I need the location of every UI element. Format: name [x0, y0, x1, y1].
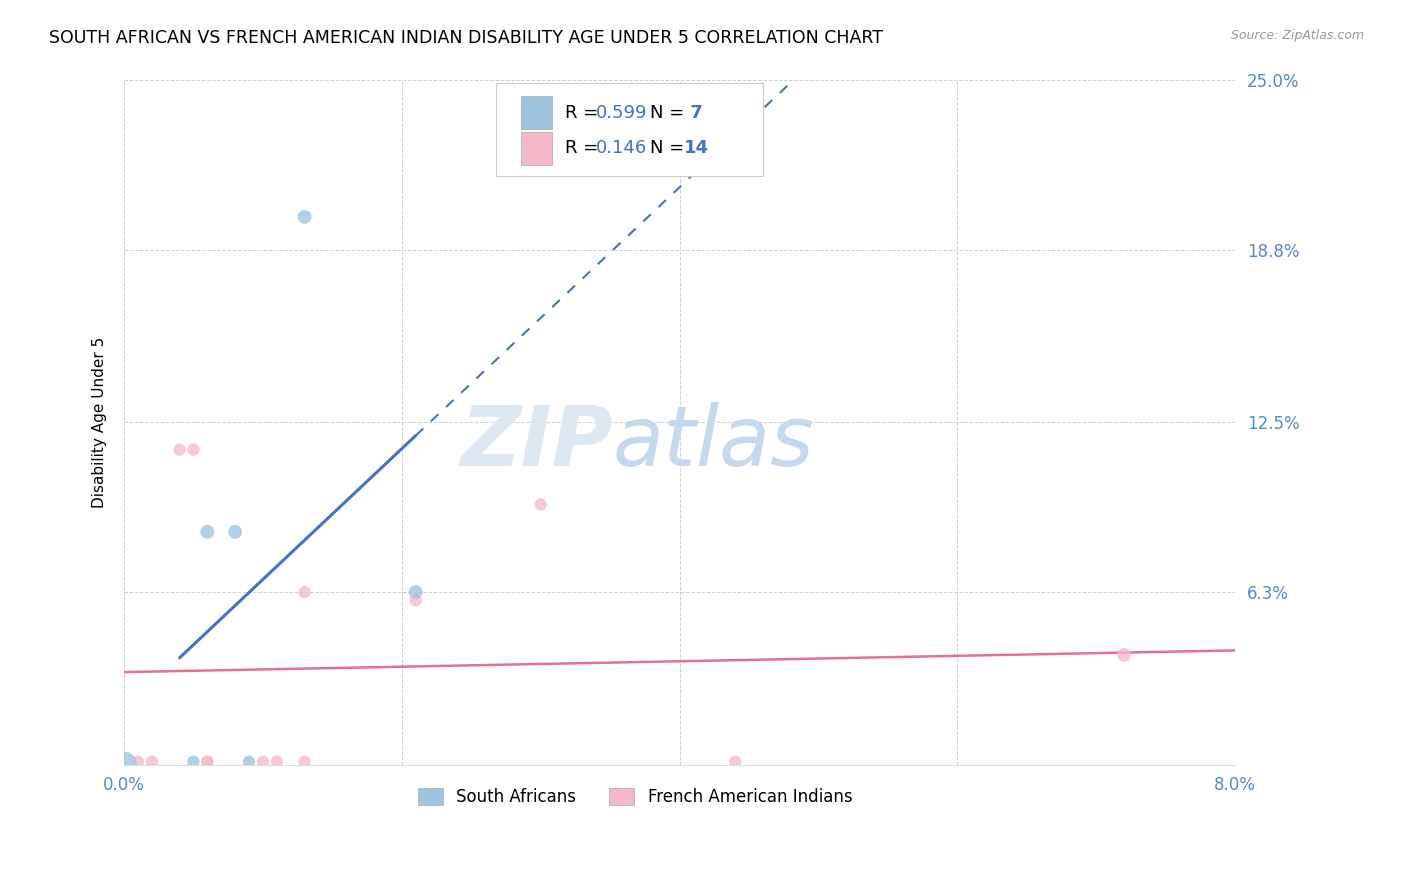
FancyBboxPatch shape	[520, 132, 551, 165]
Text: 0.146: 0.146	[596, 139, 648, 157]
Point	[112, 757, 135, 772]
Point	[195, 755, 218, 769]
Text: atlas: atlas	[613, 402, 814, 483]
Point	[183, 755, 205, 769]
Text: ZIP: ZIP	[460, 402, 613, 483]
Point	[294, 210, 316, 224]
Point	[405, 585, 427, 599]
Point	[238, 755, 260, 769]
Point	[224, 524, 246, 539]
FancyBboxPatch shape	[496, 84, 763, 176]
Text: R =: R =	[565, 103, 605, 122]
Point	[724, 755, 747, 769]
Legend: South Africans, French American Indians: South Africans, French American Indians	[409, 780, 860, 814]
Text: 7: 7	[685, 103, 703, 122]
Text: R =: R =	[565, 139, 605, 157]
Point	[252, 755, 274, 769]
Point	[1112, 648, 1135, 662]
Point	[195, 755, 218, 769]
Text: N =: N =	[650, 103, 689, 122]
FancyBboxPatch shape	[520, 96, 551, 129]
Point	[530, 497, 553, 511]
Text: N =: N =	[650, 139, 689, 157]
Point	[195, 524, 218, 539]
Text: SOUTH AFRICAN VS FRENCH AMERICAN INDIAN DISABILITY AGE UNDER 5 CORRELATION CHART: SOUTH AFRICAN VS FRENCH AMERICAN INDIAN …	[49, 29, 883, 46]
Point	[405, 593, 427, 607]
Point	[141, 755, 163, 769]
Point	[266, 755, 288, 769]
Point	[294, 585, 316, 599]
Point	[183, 442, 205, 457]
Point	[127, 755, 149, 769]
Point	[294, 755, 316, 769]
Text: 14: 14	[685, 139, 709, 157]
Text: Source: ZipAtlas.com: Source: ZipAtlas.com	[1230, 29, 1364, 42]
Point	[169, 442, 191, 457]
Text: 0.599: 0.599	[596, 103, 648, 122]
Y-axis label: Disability Age Under 5: Disability Age Under 5	[93, 336, 107, 508]
